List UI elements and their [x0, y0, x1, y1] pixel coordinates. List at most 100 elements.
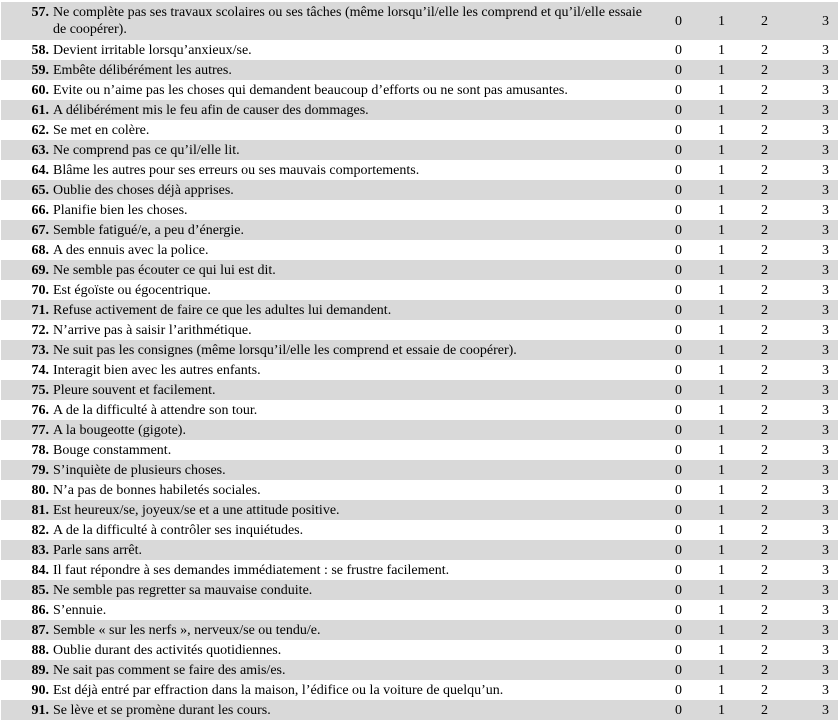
score-option-2[interactable]: 2	[743, 180, 786, 200]
score-option-1[interactable]: 1	[700, 60, 743, 80]
score-option-1[interactable]: 1	[700, 540, 743, 560]
score-option-0[interactable]: 0	[657, 120, 700, 140]
score-option-1[interactable]: 1	[700, 420, 743, 440]
score-option-3[interactable]: 3	[786, 380, 838, 400]
score-option-1[interactable]: 1	[700, 80, 743, 100]
score-option-3[interactable]: 3	[786, 260, 838, 280]
score-option-0[interactable]: 0	[657, 240, 700, 260]
score-option-2[interactable]: 2	[743, 520, 786, 540]
score-option-1[interactable]: 1	[700, 700, 743, 720]
score-option-1[interactable]: 1	[700, 2, 743, 40]
score-option-2[interactable]: 2	[743, 580, 786, 600]
score-option-0[interactable]: 0	[657, 540, 700, 560]
score-option-0[interactable]: 0	[657, 320, 700, 340]
score-option-1[interactable]: 1	[700, 620, 743, 640]
score-option-2[interactable]: 2	[743, 100, 786, 120]
score-option-0[interactable]: 0	[657, 640, 700, 660]
score-option-1[interactable]: 1	[700, 520, 743, 540]
score-option-3[interactable]: 3	[786, 420, 838, 440]
score-option-3[interactable]: 3	[786, 520, 838, 540]
score-option-1[interactable]: 1	[700, 300, 743, 320]
score-option-2[interactable]: 2	[743, 80, 786, 100]
score-option-1[interactable]: 1	[700, 400, 743, 420]
score-option-2[interactable]: 2	[743, 380, 786, 400]
score-option-0[interactable]: 0	[657, 180, 700, 200]
score-option-3[interactable]: 3	[786, 320, 838, 340]
score-option-3[interactable]: 3	[786, 620, 838, 640]
score-option-1[interactable]: 1	[700, 120, 743, 140]
score-option-3[interactable]: 3	[786, 440, 838, 460]
score-option-2[interactable]: 2	[743, 260, 786, 280]
score-option-0[interactable]: 0	[657, 200, 700, 220]
score-option-1[interactable]: 1	[700, 460, 743, 480]
score-option-2[interactable]: 2	[743, 2, 786, 40]
score-option-1[interactable]: 1	[700, 340, 743, 360]
score-option-3[interactable]: 3	[786, 60, 838, 80]
score-option-0[interactable]: 0	[657, 440, 700, 460]
score-option-1[interactable]: 1	[700, 600, 743, 620]
score-option-0[interactable]: 0	[657, 600, 700, 620]
score-option-3[interactable]: 3	[786, 280, 838, 300]
score-option-2[interactable]: 2	[743, 400, 786, 420]
score-option-0[interactable]: 0	[657, 460, 700, 480]
score-option-0[interactable]: 0	[657, 700, 700, 720]
score-option-3[interactable]: 3	[786, 600, 838, 620]
score-option-2[interactable]: 2	[743, 560, 786, 580]
score-option-1[interactable]: 1	[700, 660, 743, 680]
score-option-3[interactable]: 3	[786, 80, 838, 100]
score-option-3[interactable]: 3	[786, 660, 838, 680]
score-option-2[interactable]: 2	[743, 240, 786, 260]
score-option-1[interactable]: 1	[700, 440, 743, 460]
score-option-2[interactable]: 2	[743, 480, 786, 500]
score-option-1[interactable]: 1	[700, 140, 743, 160]
score-option-2[interactable]: 2	[743, 540, 786, 560]
score-option-1[interactable]: 1	[700, 160, 743, 180]
score-option-3[interactable]: 3	[786, 120, 838, 140]
score-option-2[interactable]: 2	[743, 40, 786, 60]
score-option-1[interactable]: 1	[700, 480, 743, 500]
score-option-1[interactable]: 1	[700, 220, 743, 240]
score-option-0[interactable]: 0	[657, 160, 700, 180]
score-option-0[interactable]: 0	[657, 580, 700, 600]
score-option-0[interactable]: 0	[657, 80, 700, 100]
score-option-3[interactable]: 3	[786, 360, 838, 380]
score-option-0[interactable]: 0	[657, 660, 700, 680]
score-option-2[interactable]: 2	[743, 440, 786, 460]
score-option-0[interactable]: 0	[657, 680, 700, 700]
score-option-0[interactable]: 0	[657, 300, 700, 320]
score-option-3[interactable]: 3	[786, 180, 838, 200]
score-option-1[interactable]: 1	[700, 500, 743, 520]
score-option-2[interactable]: 2	[743, 500, 786, 520]
score-option-0[interactable]: 0	[657, 220, 700, 240]
score-option-0[interactable]: 0	[657, 380, 700, 400]
score-option-3[interactable]: 3	[786, 200, 838, 220]
score-option-1[interactable]: 1	[700, 580, 743, 600]
score-option-2[interactable]: 2	[743, 200, 786, 220]
score-option-3[interactable]: 3	[786, 340, 838, 360]
score-option-3[interactable]: 3	[786, 640, 838, 660]
score-option-3[interactable]: 3	[786, 220, 838, 240]
score-option-1[interactable]: 1	[700, 380, 743, 400]
score-option-2[interactable]: 2	[743, 220, 786, 240]
score-option-2[interactable]: 2	[743, 140, 786, 160]
score-option-1[interactable]: 1	[700, 320, 743, 340]
score-option-1[interactable]: 1	[700, 180, 743, 200]
score-option-3[interactable]: 3	[786, 2, 838, 40]
score-option-2[interactable]: 2	[743, 460, 786, 480]
score-option-0[interactable]: 0	[657, 620, 700, 640]
score-option-1[interactable]: 1	[700, 200, 743, 220]
score-option-2[interactable]: 2	[743, 120, 786, 140]
score-option-1[interactable]: 1	[700, 640, 743, 660]
score-option-3[interactable]: 3	[786, 100, 838, 120]
score-option-2[interactable]: 2	[743, 60, 786, 80]
score-option-3[interactable]: 3	[786, 500, 838, 520]
score-option-0[interactable]: 0	[657, 480, 700, 500]
score-option-3[interactable]: 3	[786, 400, 838, 420]
score-option-3[interactable]: 3	[786, 700, 838, 720]
score-option-2[interactable]: 2	[743, 280, 786, 300]
score-option-3[interactable]: 3	[786, 480, 838, 500]
score-option-1[interactable]: 1	[700, 240, 743, 260]
score-option-0[interactable]: 0	[657, 340, 700, 360]
score-option-1[interactable]: 1	[700, 560, 743, 580]
score-option-2[interactable]: 2	[743, 160, 786, 180]
